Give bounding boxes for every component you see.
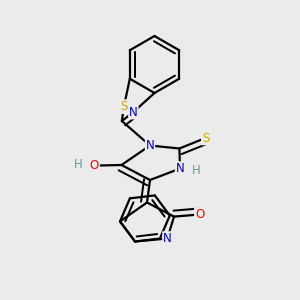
Text: O: O xyxy=(90,159,99,172)
Text: O: O xyxy=(195,208,204,221)
Text: N: N xyxy=(146,139,154,152)
Text: N: N xyxy=(163,232,172,245)
Text: S: S xyxy=(120,100,128,113)
Text: S: S xyxy=(202,131,209,145)
Text: H: H xyxy=(74,158,82,171)
Text: H: H xyxy=(192,164,201,178)
Text: N: N xyxy=(129,106,138,118)
Text: N: N xyxy=(176,162,184,175)
